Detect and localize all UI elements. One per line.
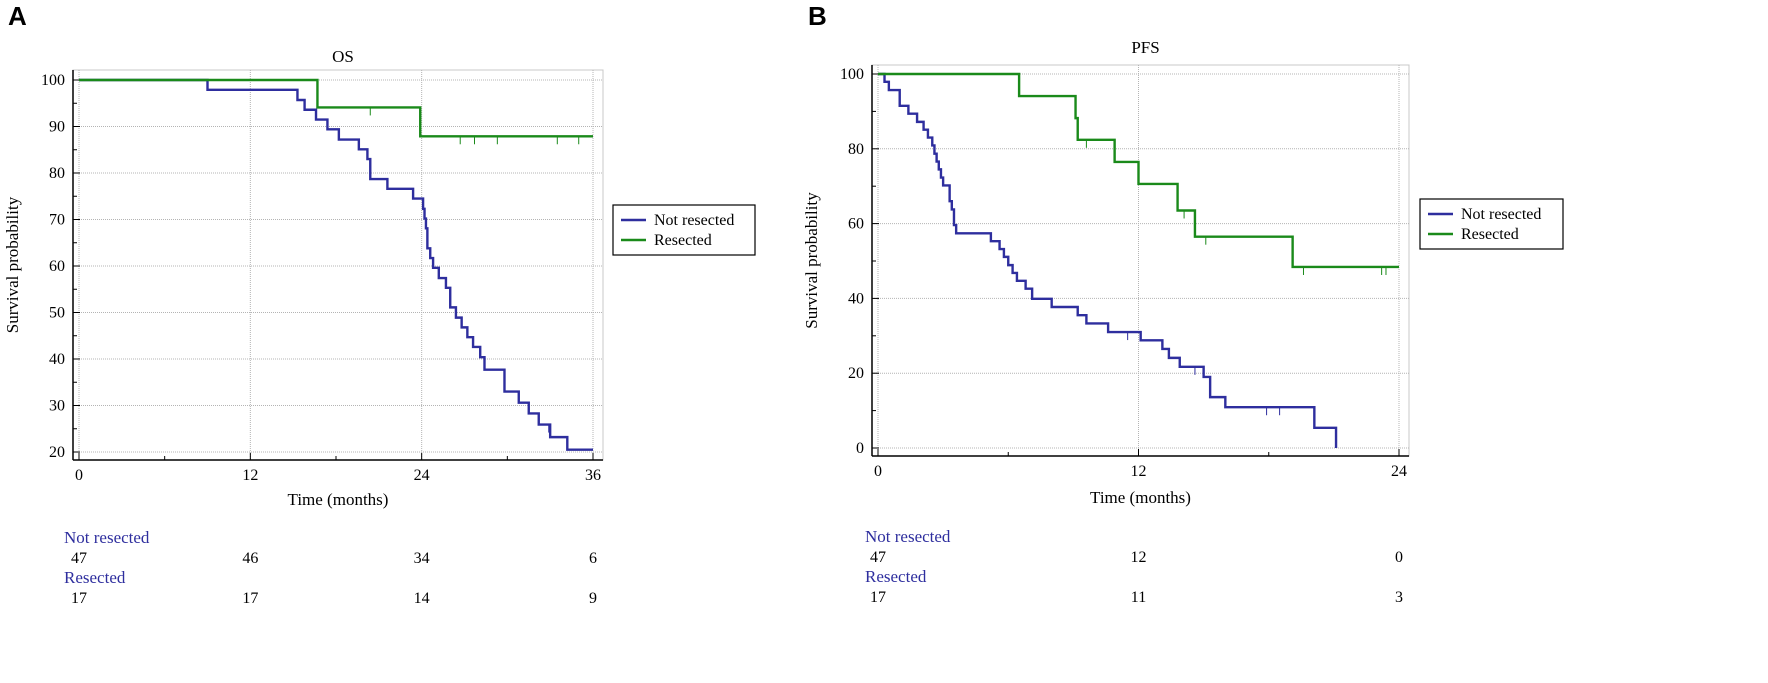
panel-b-y-tick-label: 60 <box>848 216 864 233</box>
panel-b-plot-frame <box>871 64 1410 457</box>
panel-a-y-tick-label: 80 <box>49 165 65 182</box>
panel-a-risk-value-not-resected: 47 <box>71 550 87 567</box>
panel-b-risk-value-not-resected: 12 <box>1131 549 1147 566</box>
panel-b-title: PFS <box>1131 38 1159 57</box>
panel-a-risk-label-resected: Resected <box>64 568 126 587</box>
panel-b-risk-value-not-resected: 0 <box>1395 549 1403 566</box>
panel-a: A OS 20 30 40 50 60 70 80 90 100 0 12 24 36 Time (month… <box>3 1 756 607</box>
panel-b-y-tick-label: 80 <box>848 141 864 158</box>
panel-b-risk-value-resected: 3 <box>1395 589 1403 606</box>
panel-a-y-tick-label: 90 <box>49 119 65 136</box>
panel-b-risk-value-resected: 11 <box>1131 589 1146 606</box>
panel-b-x-axis-label: Time (months) <box>1090 488 1191 507</box>
panel-a-risk-value-not-resected: 34 <box>414 550 430 567</box>
panel-a-y-axis-label: Survival probability <box>3 196 22 333</box>
panel-a-y-tick-label: 60 <box>49 258 65 275</box>
panel-b-risk-label-not-resected: Not resected <box>865 527 951 546</box>
panel-a-y-tick-label: 50 <box>49 305 65 322</box>
panel-a-risk-value-not-resected: 46 <box>242 550 258 567</box>
panel-a-y-tick-label: 40 <box>49 351 65 368</box>
panel-a-x-axis-label: Time (months) <box>288 490 389 509</box>
panel-a-title: OS <box>332 47 354 66</box>
panel-b-y-tick-label: 0 <box>856 440 864 457</box>
panel-a-risk-value-not-resected: 6 <box>589 550 597 567</box>
panel-b-x-tick-label: 12 <box>1131 463 1147 480</box>
panel-a-x-tick-label: 36 <box>585 467 601 484</box>
panel-a-letter: A <box>8 1 27 31</box>
panel-b-series-not-resected <box>878 72 1338 448</box>
panel-b-x-tick-label: 24 <box>1391 463 1407 480</box>
panel-a-risk-value-resected: 9 <box>589 590 597 607</box>
panel-a-y-tick-label: 20 <box>49 444 65 461</box>
panel-b-y-tick-label: 100 <box>840 66 864 83</box>
panel-b-legend-label-resected: Resected <box>1461 226 1519 243</box>
panel-b-legend-box <box>1419 198 1564 250</box>
panel-b-risk-value-not-resected: 47 <box>870 549 886 566</box>
panel-b-series-resected <box>878 72 1399 269</box>
panel-a-legend-box <box>612 204 756 256</box>
panel-a-risk-value-resected: 17 <box>242 590 258 607</box>
panel-b: B PFS 0 20 40 60 80 100 0 12 24 Time (months) Surviv… <box>802 1 1564 606</box>
panel-a-y-tick-label: 70 <box>49 212 65 229</box>
panel-a-x-tick-label: 24 <box>414 467 430 484</box>
panel-a-legend-label-not-resected: Not resected <box>654 212 734 229</box>
panel-a-x-tick-label: 12 <box>242 467 258 484</box>
panel-a-risk-label-not-resected: Not resected <box>64 528 150 547</box>
panel-b-y-tick-label: 20 <box>848 365 864 382</box>
panel-a-series-resected <box>79 78 593 138</box>
panel-a-legend-label-resected: Resected <box>654 232 712 249</box>
panel-b-y-axis-label: Survival probability <box>802 192 821 329</box>
panel-b-risk-value-resected: 17 <box>870 589 886 606</box>
panel-a-y-tick-label: 30 <box>49 398 65 415</box>
panel-b-risk-label-resected: Resected <box>865 567 927 586</box>
panel-a-risk-value-resected: 14 <box>414 590 430 607</box>
panel-b-letter: B <box>808 1 827 31</box>
panel-a-risk-value-resected: 17 <box>71 590 87 607</box>
panel-a-y-tick-label: 100 <box>41 72 65 89</box>
panel-a-x-tick-label: 0 <box>75 467 83 484</box>
panel-b-legend-label-not-resected: Not resected <box>1461 206 1541 223</box>
panel-a-series-not-resected <box>79 78 593 451</box>
panel-b-x-tick-label: 0 <box>874 463 882 480</box>
panel-b-y-tick-label: 40 <box>848 290 864 307</box>
